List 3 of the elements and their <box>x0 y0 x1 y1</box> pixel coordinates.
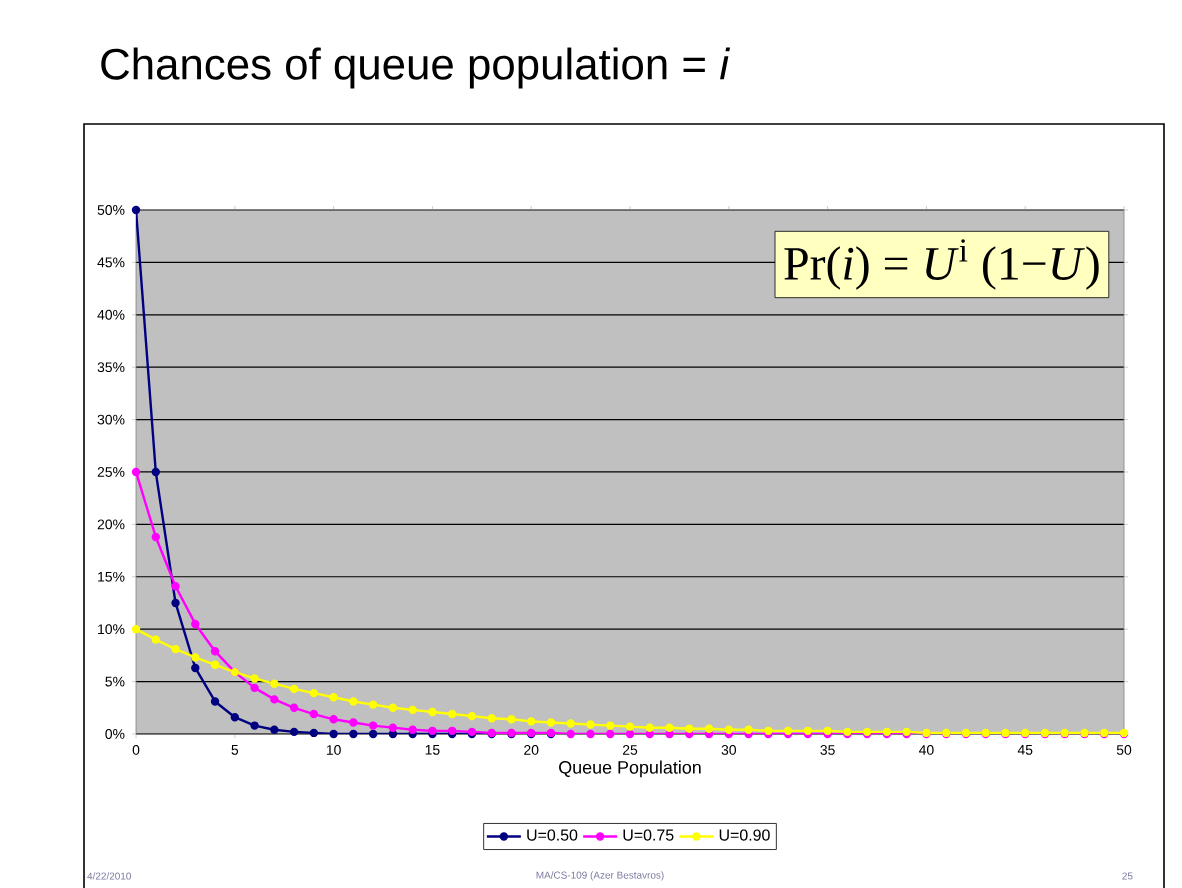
chart-title: Chances of queue population = i <box>101 47 731 89</box>
x-axis-title: Queue Population <box>559 760 701 778</box>
annotation: Pr(i) = U$^{i}$ (1−U) <box>784 239 1099 290</box>
